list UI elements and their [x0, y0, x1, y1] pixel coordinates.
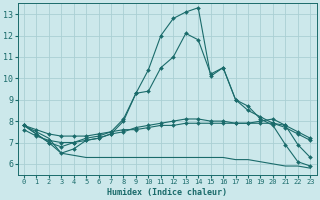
- X-axis label: Humidex (Indice chaleur): Humidex (Indice chaleur): [107, 188, 227, 197]
